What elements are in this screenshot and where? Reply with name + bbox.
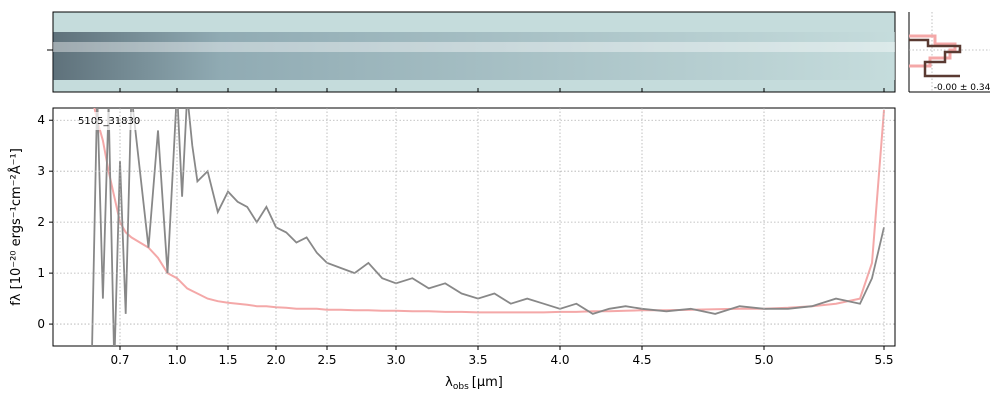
x-tick-label: 1.0: [167, 353, 186, 367]
x-tick-label: 3.0: [386, 353, 405, 367]
x-tick-label: 4.5: [632, 353, 651, 367]
y-axis-label: fλ [10⁻²⁰ ergs⁻¹cm⁻²Å⁻¹]: [8, 148, 24, 306]
x-axis-label: λobs [μm]: [445, 375, 503, 392]
x-tick-label: 0.7: [110, 353, 129, 367]
x-tick-label: 3.5: [468, 353, 487, 367]
object-label: 5105_31830: [78, 116, 140, 127]
y-tick-label: 4: [37, 113, 45, 127]
x-tick-label: 4.0: [550, 353, 569, 367]
histogram-panel: -0.00 ± 0.34: [908, 12, 991, 93]
x-tick-label: 1.5: [218, 353, 237, 367]
x-tick-label: 5.0: [754, 353, 773, 367]
hist-label: -0.00 ± 0.34: [934, 83, 991, 93]
series-group: [91, 108, 885, 346]
plot-frame: [52, 107, 896, 347]
y-tick-label: 0: [37, 317, 45, 331]
label-box: [72, 112, 152, 130]
x-tick-label: 2.0: [266, 353, 285, 367]
x-tick-label: 2.5: [317, 353, 336, 367]
hist-flux: [909, 38, 962, 78]
trace-band: [53, 32, 895, 80]
x-label-symbol: λ: [445, 375, 453, 390]
plot-area: [91, 108, 885, 346]
y-tick-label: 3: [37, 164, 45, 178]
x-label-sub: obs: [453, 382, 469, 392]
y-tick-label: 2: [37, 215, 45, 229]
spectrum-2d-panel: [47, 11, 896, 93]
x-tick-label: 5.5: [874, 353, 893, 367]
flux-line: [91, 108, 885, 346]
y-tick-label: 1: [37, 266, 45, 280]
error-line: [93, 108, 885, 314]
trace-core: [53, 42, 895, 52]
x-label-unit: [μm]: [472, 375, 503, 390]
